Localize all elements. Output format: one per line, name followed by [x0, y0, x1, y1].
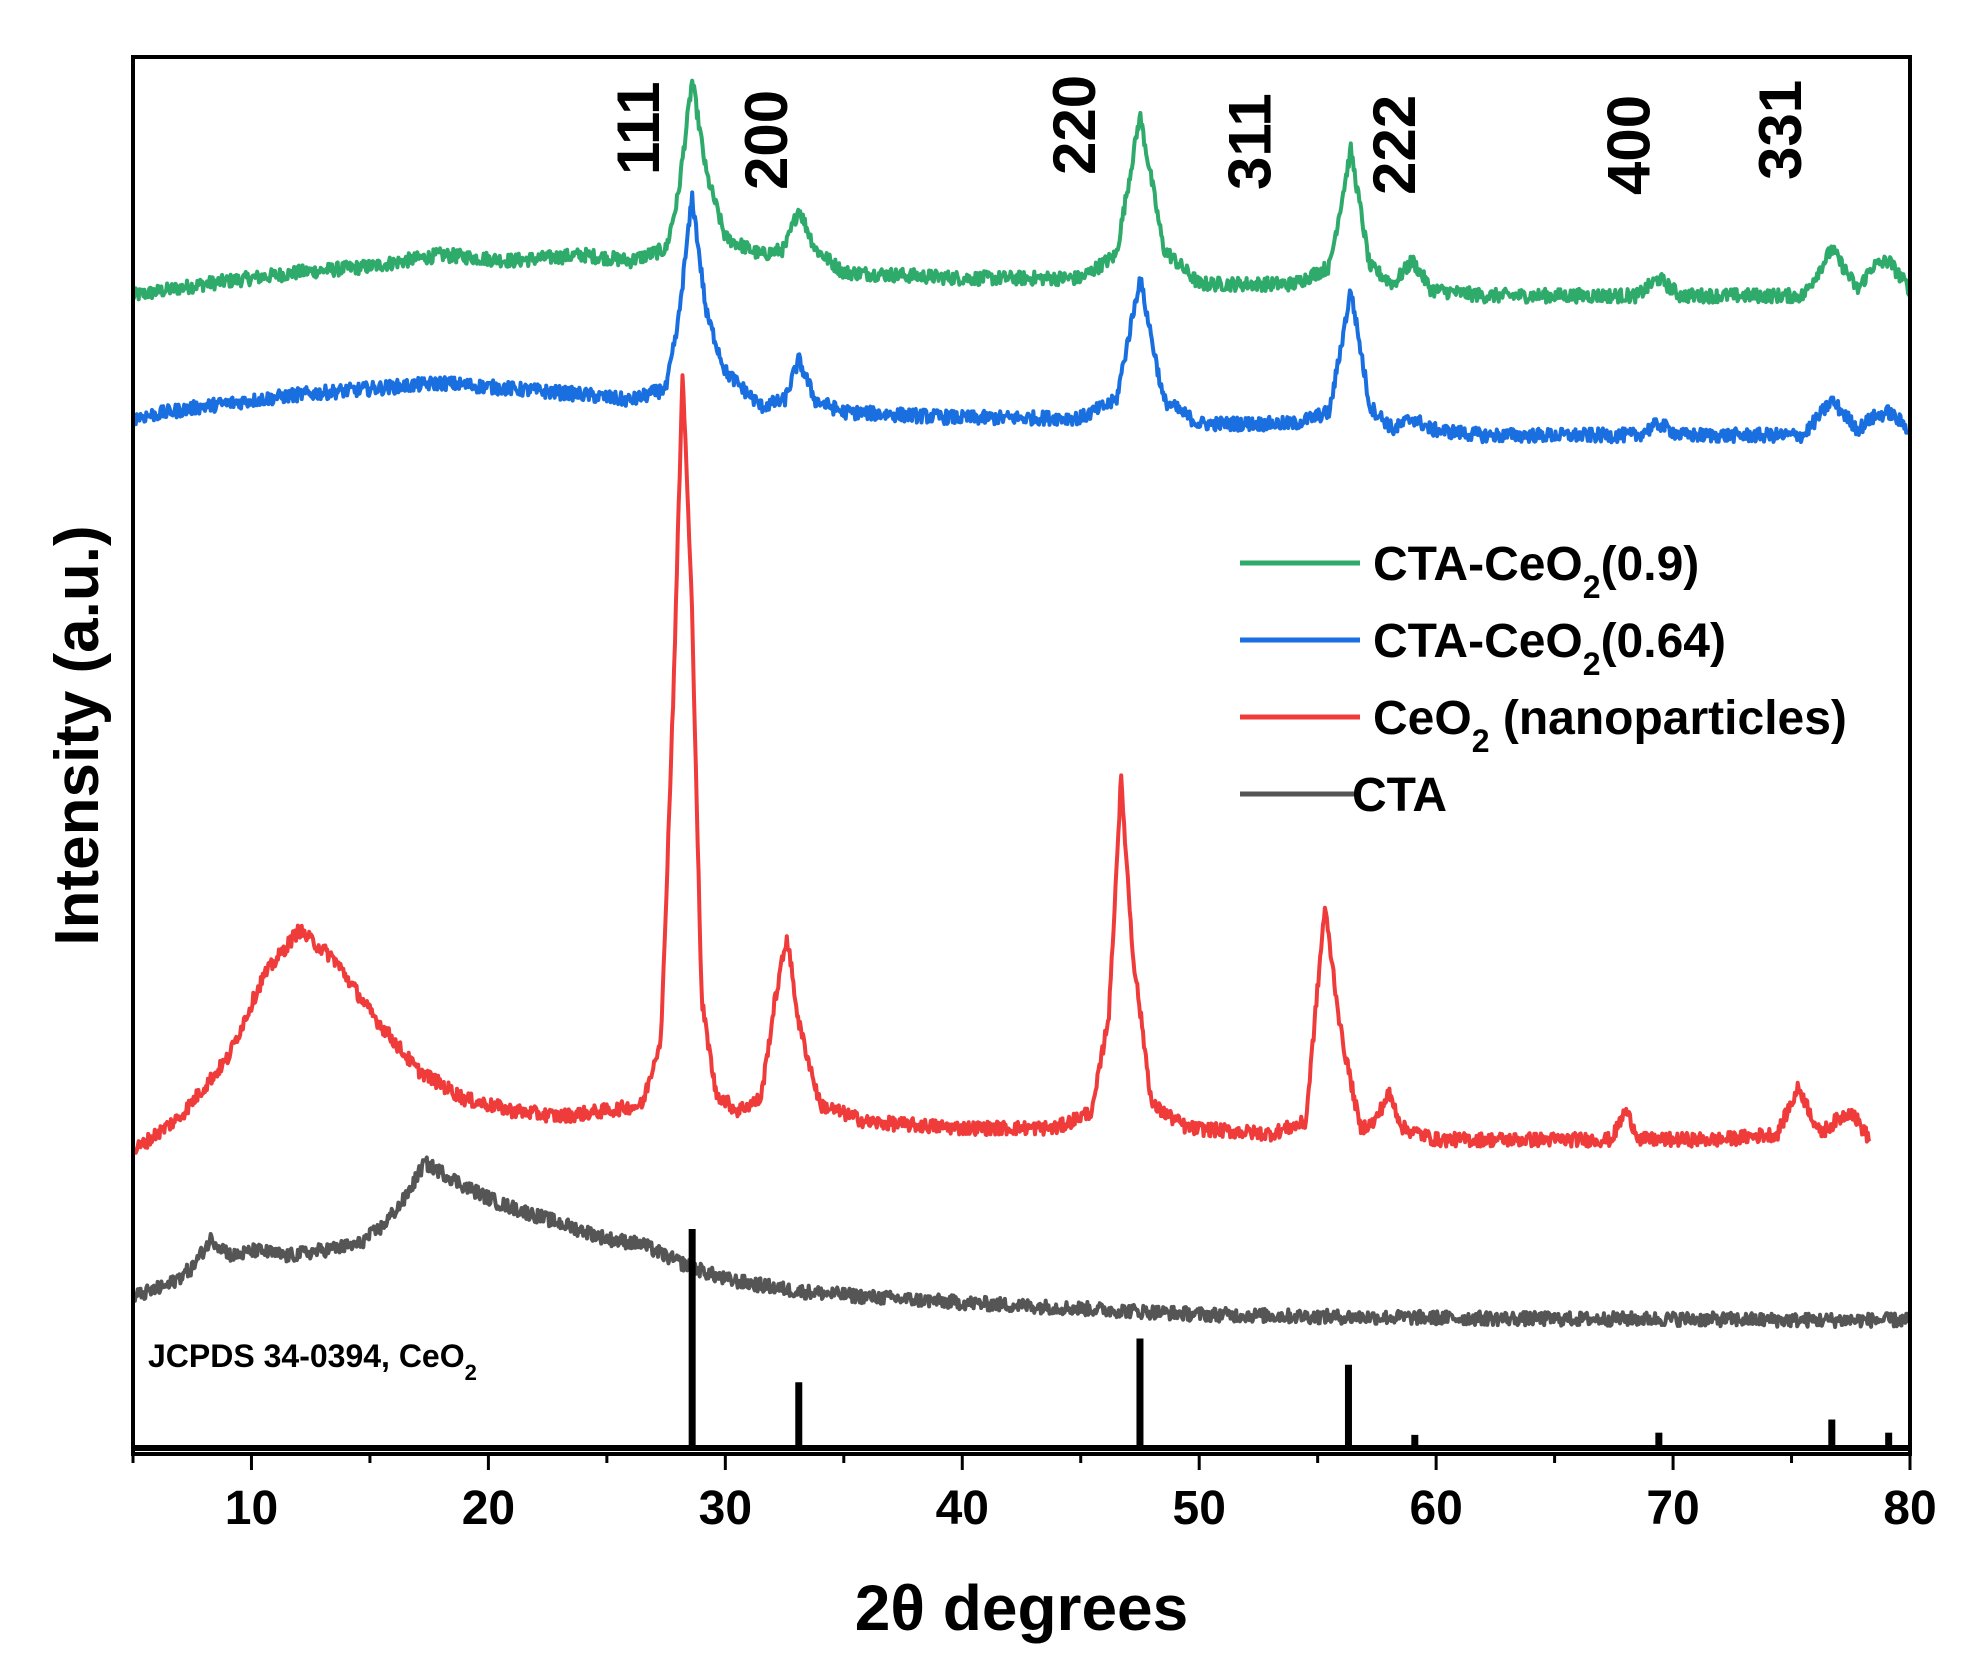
legend-label-4: CTA	[1352, 769, 1447, 822]
hkl-label-400: 400	[1595, 95, 1662, 195]
hkl-labels: 111 200 220 311 222 400 331	[605, 75, 1814, 195]
hkl-label-222: 222	[1361, 95, 1428, 195]
x-tick-label-80: 80	[1883, 1482, 1936, 1535]
legend-label-3: CeO2 (nanoparticles)	[1373, 692, 1847, 759]
legend-label-base: CeO	[1373, 692, 1472, 745]
x-tick-label-30: 30	[699, 1482, 752, 1535]
x-axis-title: 2θ degrees	[855, 1572, 1188, 1644]
reference-layer	[133, 1229, 1910, 1451]
reference-label-sub: 2	[465, 1360, 477, 1385]
x-tick-label-20: 20	[462, 1482, 515, 1535]
x-tick-label-10: 10	[225, 1482, 278, 1535]
series-line-1	[131, 78, 1912, 305]
series-line-4	[131, 1155, 1912, 1329]
reference-label-base: JCPDS 34-0394, CeO	[148, 1338, 465, 1374]
x-tick-label-60: 60	[1409, 1482, 1462, 1535]
x-tick-label-40: 40	[936, 1482, 989, 1535]
legend-label-sub: 2	[1472, 723, 1490, 759]
series-layer	[131, 78, 1912, 1329]
reference-label: JCPDS 34-0394, CeO2	[148, 1338, 477, 1385]
hkl-label-111: 111	[605, 82, 672, 176]
legend-label-2: CTA-CeO2(0.64)	[1373, 615, 1726, 682]
x-tick-label-50: 50	[1173, 1482, 1226, 1535]
legend: CTA-CeO2(0.9)CTA-CeO2(0.64)CeO2 (nanopar…	[1240, 538, 1847, 822]
series-line-2	[131, 190, 1912, 445]
legend-label-base: CTA	[1352, 769, 1447, 822]
y-axis-title: Intensity (a.u.)	[43, 525, 112, 945]
x-tick-label-70: 70	[1646, 1482, 1699, 1535]
legend-label-suffix: (0.64)	[1601, 615, 1726, 668]
series-line-3	[131, 373, 1872, 1155]
legend-label-sub: 2	[1583, 646, 1601, 682]
hkl-label-331: 331	[1747, 80, 1814, 180]
legend-label-base: CTA-CeO	[1373, 615, 1583, 668]
legend-label-base: CTA-CeO	[1373, 538, 1583, 591]
legend-label-suffix: (0.9)	[1601, 538, 1700, 591]
plot-frame	[131, 55, 1912, 1456]
x-ticks: 10 20 30 40 50 60 70 80	[131, 1454, 1937, 1535]
legend-label-1: CTA-CeO2(0.9)	[1373, 538, 1699, 605]
legend-label-sub: 2	[1583, 569, 1601, 605]
hkl-label-311: 311	[1216, 93, 1283, 190]
legend-label-suffix: (nanoparticles)	[1490, 692, 1847, 745]
hkl-label-220: 220	[1041, 75, 1108, 175]
hkl-label-200: 200	[733, 90, 800, 190]
